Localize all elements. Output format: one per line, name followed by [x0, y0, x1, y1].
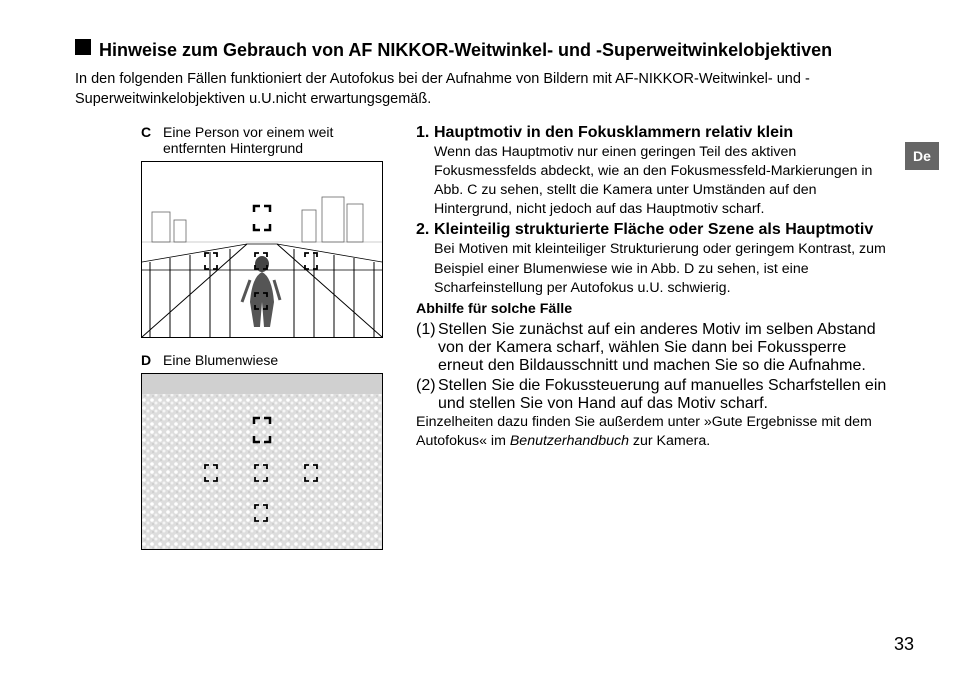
- right-column: 1.Hauptmotiv in den Fokusklammern relati…: [416, 124, 894, 564]
- caption-c-text: Eine Person vor einem weit entfernten Hi…: [163, 124, 390, 156]
- figure-c: [141, 161, 383, 338]
- remedy-1: (1)Stellen Sie zunächst auf ein anderes …: [416, 321, 894, 375]
- caption-c-letter: C: [141, 124, 155, 156]
- title-text: Hinweise zum Gebrauch von AF NIKKOR-Weit…: [99, 40, 832, 60]
- manual-page: De Hinweise zum Gebrauch von AF NIKKOR-W…: [0, 0, 954, 677]
- figure-d: [141, 373, 383, 550]
- footer-note: Einzelheiten dazu finden Sie außerdem un…: [416, 413, 894, 451]
- bullet-square-icon: [75, 39, 91, 55]
- item-1-num: 1.: [416, 124, 434, 142]
- remedy-1-text: Stellen Sie zunächst auf ein anderes Mot…: [438, 321, 894, 375]
- item-1-body: Wenn das Hauptmotiv nur einen geringen T…: [416, 143, 894, 220]
- caption-d: D Eine Blumenwiese: [141, 352, 390, 368]
- item-1: 1.Hauptmotiv in den Fokusklammern relati…: [416, 124, 894, 142]
- item-2: 2.Kleinteilig strukturierte Fläche oder …: [416, 221, 894, 239]
- remedy-1-num: (1): [416, 321, 438, 375]
- section-title: Hinweise zum Gebrauch von AF NIKKOR-Weit…: [75, 38, 894, 63]
- intro-text: In den folgenden Fällen funktioniert der…: [75, 69, 894, 110]
- language-tab: De: [905, 142, 939, 170]
- caption-d-text: Eine Blumenwiese: [163, 352, 278, 368]
- remedy-2: (2)Stellen Sie die Fokussteuerung auf ma…: [416, 377, 894, 413]
- left-column: CEine Person vor einem weit entfernten H…: [75, 124, 390, 564]
- page-number: 33: [894, 634, 914, 655]
- item-2-head: Kleinteilig strukturierte Fläche oder Sz…: [434, 221, 873, 239]
- remedy-2-num: (2): [416, 377, 438, 413]
- caption-d-letter: D: [141, 352, 155, 368]
- remedy-2-text: Stellen Sie die Fokussteuerung auf manue…: [438, 377, 894, 413]
- remedy-heading: Abhilfe für solche Fälle: [416, 300, 894, 319]
- item-2-num: 2.: [416, 221, 434, 239]
- manual-ref: Benutzerhandbuch: [510, 433, 629, 449]
- caption-c: CEine Person vor einem weit entfernten H…: [141, 124, 390, 156]
- item-1-head: Hauptmotiv in den Fokusklammern relativ …: [434, 124, 793, 142]
- item-2-body: Bei Motiven mit kleinteiliger Strukturie…: [416, 240, 894, 298]
- columns: CEine Person vor einem weit entfernten H…: [75, 124, 894, 564]
